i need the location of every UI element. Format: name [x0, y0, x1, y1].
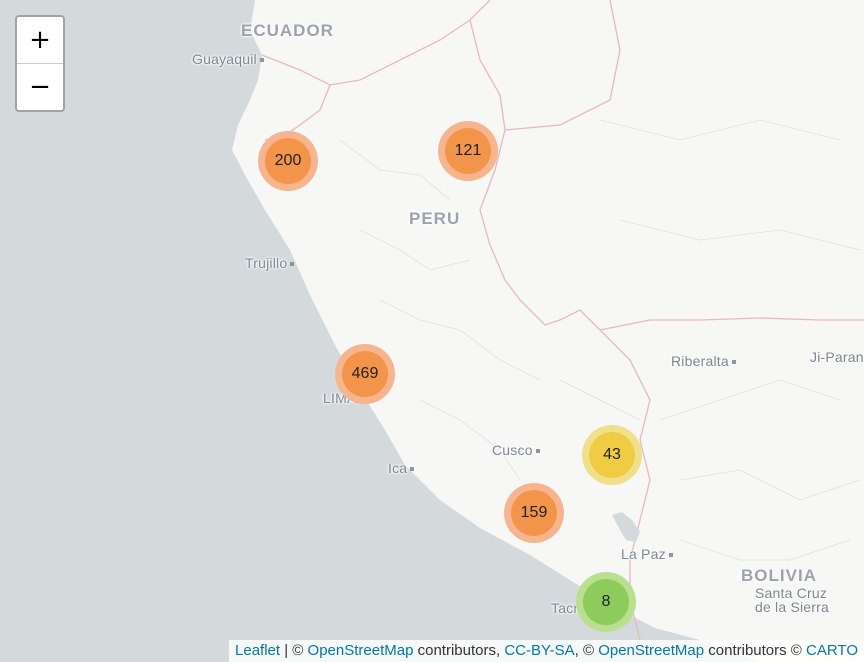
cc-by-sa-link[interactable]: CC-BY-SA	[504, 642, 575, 659]
city-label-santa-cruz-line1: Santa Cruz	[755, 585, 828, 601]
marker-cluster[interactable]: 469	[335, 344, 395, 404]
attribution-separator: , ©	[574, 642, 599, 659]
cluster-count: 121	[445, 128, 491, 174]
land-area	[232, 0, 864, 662]
zoom-in-button[interactable]: +	[29, 25, 51, 55]
osm-link[interactable]: OpenStreetMap	[598, 642, 705, 659]
attribution-text: contributors ©	[704, 642, 807, 659]
cluster-count: 43	[589, 432, 635, 478]
marker-cluster[interactable]: 8	[576, 572, 636, 632]
city-label-riberalta: Riberalta	[671, 353, 736, 369]
marker-cluster[interactable]: 43	[582, 425, 642, 485]
zoom-control: + −	[15, 15, 65, 112]
city-label-ica: Ica	[388, 460, 414, 476]
cluster-count: 8	[583, 579, 629, 625]
marker-cluster[interactable]: 121	[438, 121, 498, 181]
lake	[612, 512, 640, 542]
carto-link[interactable]: CARTO	[806, 642, 858, 659]
cluster-count: 200	[265, 138, 311, 184]
country-label-peru: PERU	[409, 209, 461, 228]
city-label-trujillo: Trujillo	[245, 255, 294, 271]
admin-lines	[339, 119, 861, 561]
leaflet-link[interactable]: Leaflet	[235, 642, 281, 659]
city-label-la-paz: La Paz	[621, 546, 673, 562]
cluster-count: 159	[511, 490, 557, 536]
osm-link[interactable]: OpenStreetMap	[307, 642, 414, 659]
attribution-text: contributors,	[413, 642, 505, 659]
city-label-santa-cruz-line2: de la Sierra	[755, 599, 829, 615]
city-label-guayaquil: Guayaquil	[192, 51, 264, 67]
zoom-out-button[interactable]: −	[17, 63, 63, 110]
marker-cluster[interactable]: 200	[258, 131, 318, 191]
country-label-ecuador: ECUADOR	[241, 21, 334, 40]
city-label-cusco: Cusco	[492, 442, 540, 458]
country-label-bolivia: BOLIVIA	[741, 566, 817, 585]
attribution-bar: Leaflet | © OpenStreetMap contributors, …	[229, 640, 864, 662]
city-label-santa-cruz: Santa Cruz de la Sierra	[755, 586, 829, 614]
city-label-ji-parana: Ji-Paraná	[810, 349, 864, 365]
cluster-count: 469	[342, 351, 388, 397]
attribution-separator: | ©	[280, 642, 308, 659]
marker-cluster[interactable]: 159	[504, 483, 564, 543]
